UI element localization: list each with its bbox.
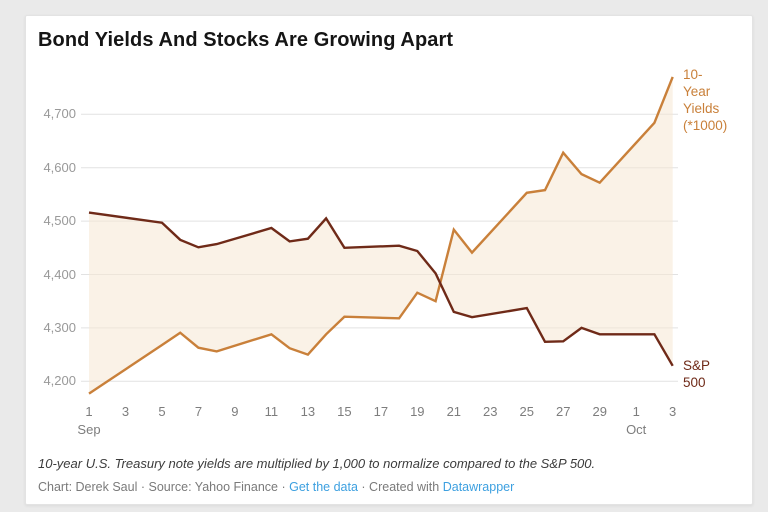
y-axis-tick-label: 4,200	[43, 373, 76, 389]
credits-chart-author: Chart: Derek Saul	[38, 480, 138, 494]
credits-created-with: Created with	[369, 480, 440, 494]
credits-separator: ·	[281, 480, 290, 494]
x-axis-tick-label: 11	[264, 404, 279, 419]
series-label-line: Year	[683, 84, 711, 99]
x-axis-tick-label: 29	[592, 404, 607, 419]
x-axis-tick-label: 5	[158, 404, 166, 419]
credits-source: Source: Yahoo Finance	[148, 480, 278, 494]
chart-card: Bond Yields And Stocks Are Growing Apart…	[25, 15, 753, 505]
line-chart: 4,200 4,300 4,400 4,500 4,600 4,700 1 Sep 3 5 7 9 11…	[26, 16, 754, 506]
y-axis-tick-label: 4,600	[43, 159, 76, 175]
chart-svg	[81, 76, 678, 395]
x-axis-tick-label: 7	[194, 404, 203, 419]
fill-between-area	[89, 76, 673, 394]
credits-separator: ·	[140, 480, 149, 494]
x-axis-tick-label: 25	[519, 404, 534, 419]
x-axis-tick-label: 21	[446, 404, 462, 419]
y-axis-tick-label: 4,700	[43, 106, 76, 122]
series-label-sp500: S&P 500	[683, 357, 710, 391]
sp500-line	[88, 211, 674, 367]
yields-line	[88, 76, 674, 395]
x-axis-month-label: Oct	[626, 422, 647, 437]
page-title: Bond Yields And Stocks Are Growing Apart	[38, 29, 454, 51]
series-label-line: 500	[683, 375, 706, 390]
y-axis-tick-label: 4,500	[43, 213, 76, 229]
x-axis-tick-label: 17	[373, 404, 389, 419]
y-axis-tick-label: 4,300	[43, 319, 76, 335]
x-axis-tick-label: 1	[85, 404, 93, 419]
x-axis-tick-label: 9	[231, 404, 239, 419]
x-axis-tick-label: 3	[669, 404, 677, 419]
x-axis-tick-label: 1	[632, 404, 640, 419]
x-axis-tick-label: 19	[410, 404, 425, 419]
datawrapper-link[interactable]: Datawrapper	[442, 480, 515, 494]
chart-footnote: 10-year U.S. Treasury note yields are mu…	[38, 456, 596, 471]
series-label-line: S&P	[683, 358, 711, 373]
x-axis-tick-label: 13	[300, 404, 316, 419]
x-axis-tick-label: 27	[556, 404, 571, 419]
x-axis-tick-label: 3	[121, 404, 130, 419]
series-label-line: 10-	[683, 67, 703, 82]
series-label-line: (*1000)	[683, 118, 728, 133]
x-axis-tick-label: 23	[483, 404, 498, 419]
x-axis-tick-label: 15	[337, 404, 352, 419]
series-label-yields: 10- Year Yields (*1000)	[683, 66, 727, 134]
y-axis-tick-label: 4,400	[43, 266, 76, 282]
x-axis-month-label: Sep	[77, 422, 101, 437]
get-the-data-link[interactable]: Get the data	[289, 480, 358, 494]
series-label-line: Yields	[683, 101, 720, 116]
credits-separator: ·	[361, 480, 370, 494]
chart-credits: Chart: Derek Saul · Source: Yahoo Financ…	[38, 480, 514, 494]
